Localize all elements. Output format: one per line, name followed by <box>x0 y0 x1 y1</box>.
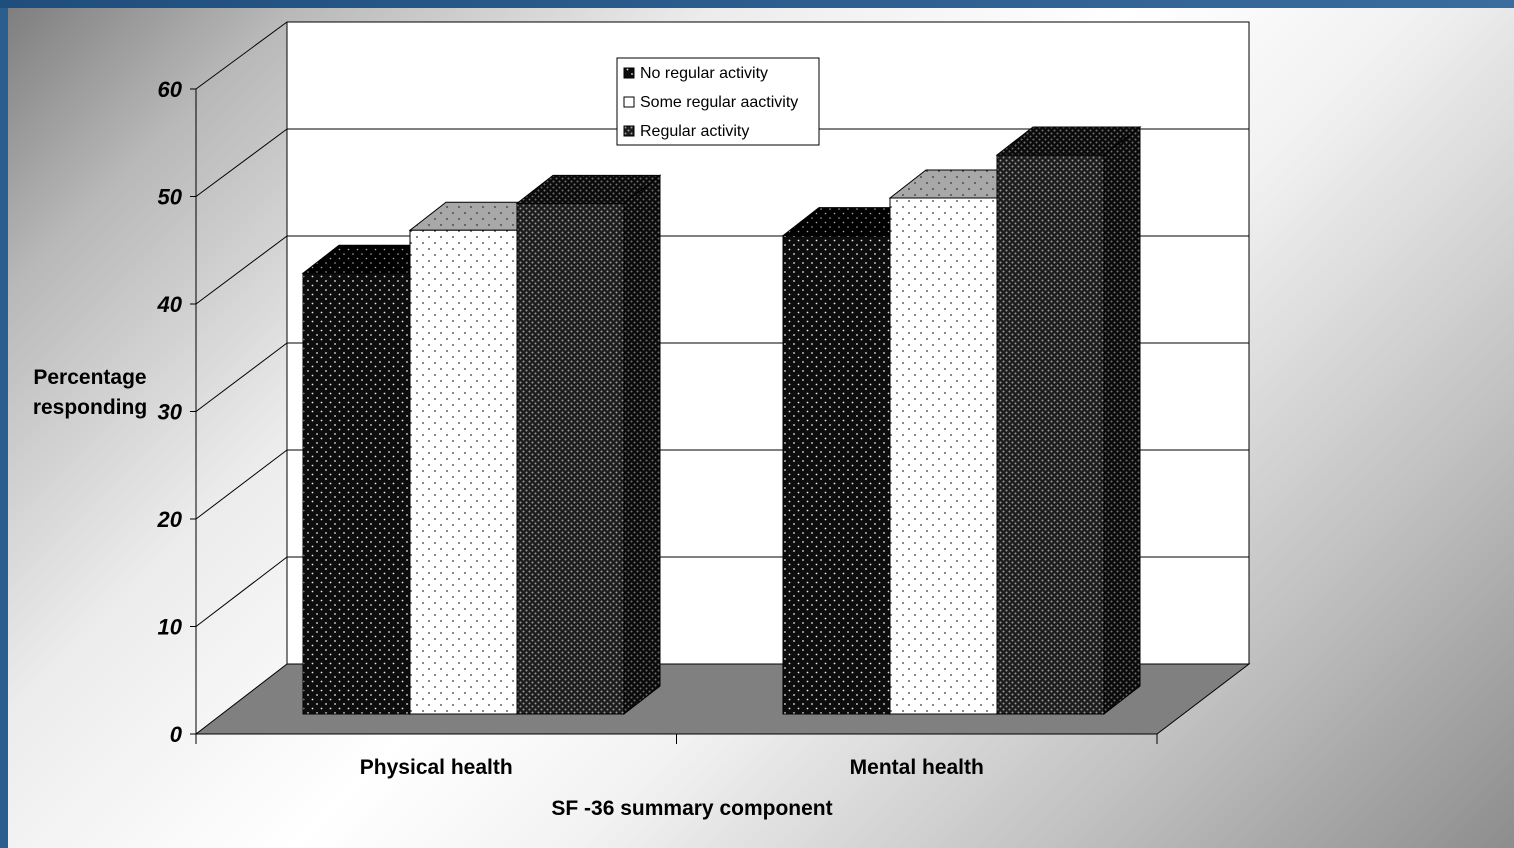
bar-side-face <box>623 174 661 716</box>
gridline-side <box>195 342 288 412</box>
gridline-side <box>195 449 288 520</box>
y-tick-label: 60 <box>158 77 183 102</box>
bar-front-face <box>302 272 411 715</box>
bar-regular-mental <box>995 125 1142 716</box>
legend: No regular activity Some regular aactivit… <box>616 57 820 146</box>
y-axis: 0 10 20 30 40 50 60 <box>157 77 196 747</box>
x-tick-label: Physical health <box>360 756 513 779</box>
gridline-side <box>195 21 288 90</box>
bar-regular-physical <box>515 174 662 716</box>
y-tick-label: 40 <box>157 292 183 317</box>
legend-label-regular: Regular activity <box>640 123 749 140</box>
slide-top-bar <box>0 0 1514 8</box>
x-axis-title: SF -36 summary component <box>551 797 832 820</box>
x-tick-label: Mental health <box>850 756 984 779</box>
y-tick-label: 20 <box>157 507 183 532</box>
bar-front-face <box>996 154 1105 715</box>
y-axis-title-line-2: responding <box>33 396 147 419</box>
bar-front-face <box>889 197 998 715</box>
y-tick-label: 10 <box>158 615 183 640</box>
x-axis: Physical health Mental health <box>195 733 1158 779</box>
y-tick-label: 30 <box>158 400 183 425</box>
legend-swatch-regular <box>623 125 635 137</box>
y-tick-label: 0 <box>170 722 183 747</box>
gridline-side <box>195 128 288 197</box>
legend-label-some-regular: Some regular aactivity <box>640 94 798 111</box>
gridline-side <box>195 556 288 627</box>
legend-box <box>616 57 820 146</box>
y-axis-title-line-1: Percentage <box>33 366 146 389</box>
legend-swatch-no-regular <box>623 67 635 79</box>
y-axis-title: Percentage responding <box>33 366 147 419</box>
bar-front-face <box>516 202 625 715</box>
legend-label-no-regular: No regular activity <box>640 65 768 82</box>
bar-front-face <box>782 235 891 715</box>
bars <box>301 125 1142 716</box>
bar-side-face <box>1103 125 1141 716</box>
legend-swatch-some-regular <box>623 96 635 108</box>
y-tick-label: 50 <box>158 185 183 210</box>
bar-front-face <box>409 229 518 715</box>
gridline-side <box>195 235 288 305</box>
